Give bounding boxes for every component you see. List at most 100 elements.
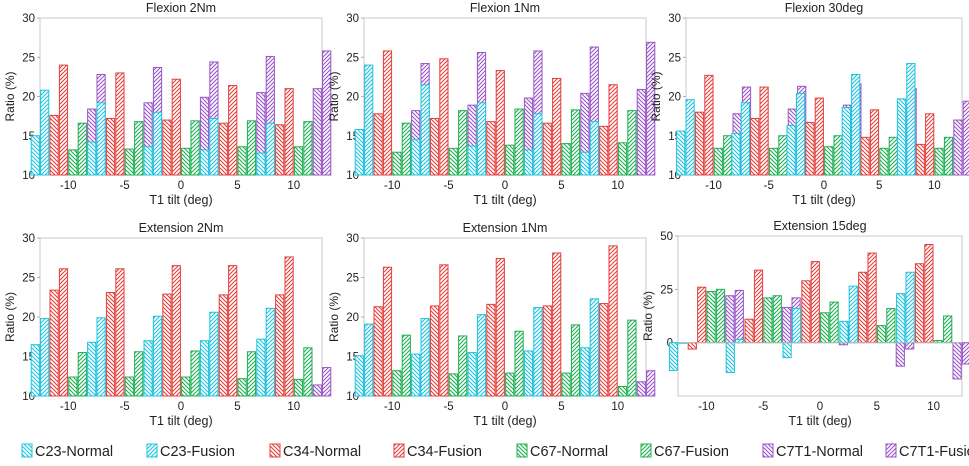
bar-c7t1-normal xyxy=(895,342,905,367)
x-tick-label: -5 xyxy=(758,401,768,413)
bar-c23-normal xyxy=(199,340,210,397)
bar-c34-fusion xyxy=(58,64,69,176)
bar-c23-fusion xyxy=(96,102,106,176)
y-tick-label: 20 xyxy=(346,92,359,104)
bar-c23-normal xyxy=(199,149,210,176)
bar-c34-normal xyxy=(162,119,172,176)
legend-label: C7T1-Normal xyxy=(776,444,863,460)
bar-c23-normal xyxy=(30,135,40,176)
bar-c67-normal xyxy=(237,146,247,176)
bar-c67-normal xyxy=(68,376,78,397)
bar-c34-normal xyxy=(218,294,228,397)
bar-c23-fusion xyxy=(476,102,487,176)
bar-c34-fusion xyxy=(753,269,764,344)
bar-c67-fusion xyxy=(514,330,524,397)
plot-area xyxy=(677,235,963,397)
bar-c67-normal xyxy=(879,147,889,176)
bar-c23-normal xyxy=(580,151,590,176)
bar-c23-fusion xyxy=(96,317,106,397)
bar-c34-fusion xyxy=(171,78,181,176)
bar-c34-fusion xyxy=(115,268,125,397)
bar-c34-fusion xyxy=(495,258,505,397)
legend-item-c34-normal: C34-Normal xyxy=(269,443,361,460)
bar-c23-normal xyxy=(256,338,266,397)
legend-item-c7t1-normal: C7T1-Normal xyxy=(762,443,863,460)
bar-c67-normal xyxy=(505,372,515,397)
bar-c34-normal xyxy=(49,289,59,397)
bar-c67-fusion xyxy=(190,350,200,397)
x-tick-label: -5 xyxy=(119,180,129,192)
chart-title: Extension 1Nm xyxy=(463,221,548,235)
bar-c34-normal xyxy=(542,122,552,176)
bar-c34-fusion xyxy=(382,50,393,176)
legend-label: C23-Fusion xyxy=(160,444,235,460)
bar-c23-fusion xyxy=(152,315,163,397)
bar-c23-normal xyxy=(896,293,906,344)
x-tick-label: 0 xyxy=(178,401,184,413)
bar-c23-fusion xyxy=(740,102,750,176)
y-tick-label: 25 xyxy=(668,52,681,64)
bar-c34-fusion xyxy=(439,264,449,397)
bar-c23-fusion xyxy=(40,89,50,176)
bar-c7t1-normal xyxy=(312,88,322,176)
y-tick-label: 50 xyxy=(660,231,673,243)
bar-c23-fusion xyxy=(533,307,543,397)
bar-c34-normal xyxy=(373,306,383,397)
bar-c23-fusion xyxy=(851,74,861,176)
x-axis-label: T1 tilt (deg) xyxy=(149,193,212,207)
bar-c67-fusion xyxy=(134,121,144,176)
bar-c67-fusion xyxy=(570,109,581,176)
bar-c67-normal xyxy=(293,378,304,397)
chart-title: Extension 15deg xyxy=(773,219,866,233)
bar-c34-fusion xyxy=(58,268,69,397)
bar-c67-normal xyxy=(934,147,944,176)
y-tick-label: 30 xyxy=(22,13,35,25)
y-tick-label: 30 xyxy=(346,13,359,25)
x-tick-label: 10 xyxy=(611,401,624,413)
bar-c34-fusion xyxy=(439,58,449,176)
bar-c23-fusion xyxy=(735,338,745,344)
bar-c7t1-normal xyxy=(953,119,963,176)
bar-c67-normal xyxy=(876,325,887,344)
x-tick-label: -10 xyxy=(384,401,401,413)
bar-c23-fusion xyxy=(791,308,802,344)
bar-c34-normal xyxy=(486,121,496,176)
bar-c67-normal xyxy=(505,144,515,176)
bar-c34-fusion xyxy=(924,244,934,344)
bar-c34-normal xyxy=(805,121,815,176)
bar-c67-normal xyxy=(617,386,628,397)
bar-c34-fusion xyxy=(869,109,880,176)
bar-c67-normal xyxy=(713,147,723,176)
bar-c34-normal xyxy=(860,136,870,176)
bar-c23-normal xyxy=(896,98,907,176)
bar-c34-fusion xyxy=(495,70,505,176)
bar-c67-fusion xyxy=(772,295,782,344)
x-tick-label: 5 xyxy=(234,180,240,192)
chart-title: Flexion 1Nm xyxy=(470,1,540,15)
x-tick-label: -5 xyxy=(443,401,453,413)
bar-c34-normal xyxy=(599,303,609,397)
bar-c34-normal xyxy=(373,113,383,176)
x-axis-label: T1 tilt (deg) xyxy=(788,414,851,428)
bar-c23-normal xyxy=(467,352,477,397)
bar-c23-normal xyxy=(411,139,421,176)
bar-c67-normal xyxy=(617,142,628,176)
y-axis-label: Ratio (%) xyxy=(3,71,17,121)
y-tick-label: 20 xyxy=(346,312,359,324)
bar-c34-normal xyxy=(687,342,697,350)
chart-title: Flexion 2Nm xyxy=(146,1,216,15)
legend-item-c7t1-fusion: C7T1-Fusion xyxy=(885,443,969,460)
bar-c67-fusion xyxy=(514,108,524,176)
x-tick-label: -10 xyxy=(60,401,77,413)
bar-c67-fusion xyxy=(303,347,313,397)
bar-c23-fusion xyxy=(420,318,430,397)
bar-c34-normal xyxy=(218,122,228,176)
x-tick-label: 10 xyxy=(927,401,940,413)
y-tick-label: 20 xyxy=(22,312,35,324)
bar-c34-fusion xyxy=(867,252,877,344)
bar-c34-fusion xyxy=(704,74,714,176)
bar-c23-fusion xyxy=(795,92,806,176)
legend-swatch xyxy=(21,443,33,458)
